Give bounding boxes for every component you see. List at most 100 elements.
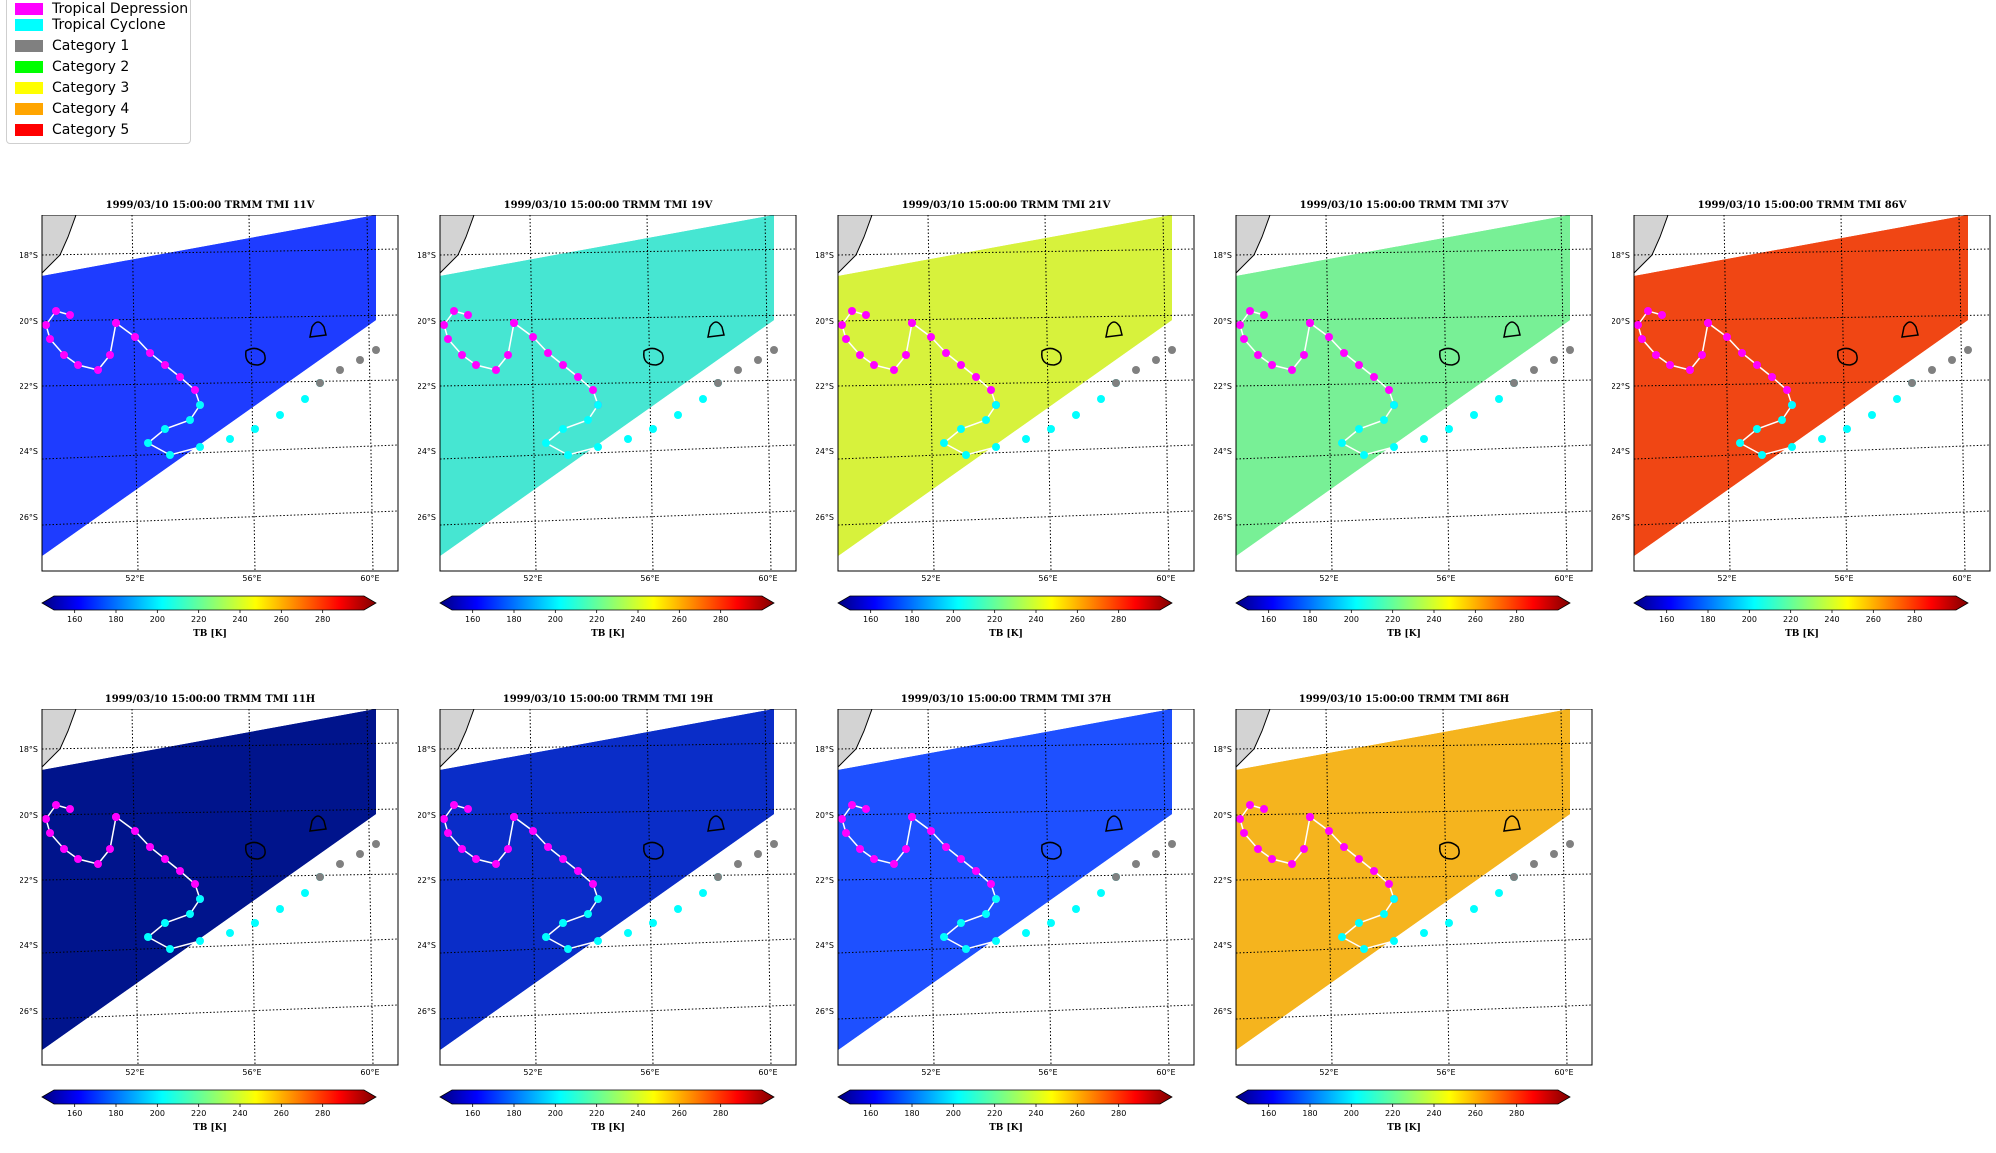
track-point-tropical-depression: [987, 880, 995, 888]
track-point-tropical-cyclone: [1470, 411, 1478, 419]
lat-tick-label: 24°S: [20, 447, 38, 456]
colorbar-tick-label: 180: [108, 1109, 123, 1118]
track-point-tropical-cyclone: [1736, 439, 1744, 447]
panel-tmi-21v: 1999/03/10 15:00:00 TRMM TMI 21V 18°S 20°…: [816, 200, 1196, 640]
lat-tick-label: 24°S: [1214, 941, 1232, 950]
colorbar-tick-label: 200: [150, 615, 165, 624]
colorbar-tick-label: 160: [465, 615, 480, 624]
track-point-category-1: [1510, 379, 1518, 387]
colorbar-tick-label: 180: [108, 615, 123, 624]
track-point-tropical-depression: [458, 351, 466, 359]
track-point-tropical-depression: [52, 307, 60, 315]
legend-label: Category 4: [52, 101, 130, 117]
track-point-category-1: [754, 850, 762, 858]
legend-item-tropical-cyclone: Tropical Cyclone: [15, 16, 166, 34]
track-point-tropical-cyclone: [144, 933, 152, 941]
lat-tick-label: 26°S: [1214, 1007, 1232, 1016]
track-point-tropical-cyclone: [957, 919, 965, 927]
track-point-tropical-cyclone: [1022, 929, 1030, 937]
colorbar-label: TB [K]: [591, 629, 625, 639]
lon-tick-label: 56°E: [1436, 1068, 1455, 1077]
lat-tick-label: 18°S: [20, 745, 38, 754]
track-point-tropical-depression: [862, 805, 870, 813]
track-point-tropical-depression: [1666, 361, 1674, 369]
track-point-tropical-depression: [574, 867, 582, 875]
lat-tick-label: 24°S: [20, 941, 38, 950]
colorbar-tick-label: 240: [1028, 615, 1043, 624]
track-point-tropical-cyclone: [962, 945, 970, 953]
track-point-tropical-depression: [927, 333, 935, 341]
colorbar-tick-label: 280: [1509, 1109, 1524, 1118]
track-point-tropical-cyclone: [564, 451, 572, 459]
lon-tick-label: 52°E: [523, 1068, 542, 1077]
lon-tick-label: 60°E: [360, 574, 379, 583]
colorbar-tick-label: 220: [1385, 615, 1400, 624]
contour-outline: [1503, 815, 1521, 832]
track-point-tropical-depression: [1370, 867, 1378, 875]
track-point-tropical-depression: [1325, 827, 1333, 835]
lat-tick-label: 26°S: [1214, 513, 1232, 522]
track-point-tropical-depression: [1325, 333, 1333, 341]
track-point-category-1: [754, 356, 762, 364]
track-point-tropical-depression: [589, 880, 597, 888]
storm-track-line: [1239, 804, 1571, 950]
track-point-tropical-depression: [1686, 366, 1694, 374]
contour-outline: [707, 321, 725, 338]
colorbar-tick-label: 200: [1344, 1109, 1359, 1118]
colorbar-tick-label: 280: [713, 1109, 728, 1118]
map-plot: 18°S 20°S 22°S 24°S 26°S 52°E 56°E 60°E: [20, 709, 399, 1077]
track-point-tropical-depression: [176, 373, 184, 381]
colorbar-label: TB [K]: [989, 629, 1023, 639]
lat-tick-label: 18°S: [418, 745, 436, 754]
track-point-tropical-cyclone: [584, 910, 592, 918]
track-point-tropical-cyclone: [1047, 425, 1055, 433]
track-point-tropical-cyclone: [594, 937, 602, 945]
track-point-tropical-cyclone: [1022, 435, 1030, 443]
track-point-tropical-depression: [1300, 845, 1308, 853]
track-point-category-1: [1168, 346, 1176, 354]
lon-tick-label: 60°E: [758, 1068, 777, 1077]
track-point-tropical-cyclone: [161, 425, 169, 433]
track-point-tropical-cyclone: [276, 905, 284, 913]
track-point-tropical-depression: [529, 827, 537, 835]
track-point-category-1: [1510, 873, 1518, 881]
track-point-tropical-cyclone: [196, 443, 204, 451]
track-point-category-1: [1132, 860, 1140, 868]
map-frame: [1633, 215, 1991, 572]
track-point-tropical-depression: [957, 361, 965, 369]
track-point-tropical-depression: [74, 855, 82, 863]
colorbar-tick-label: 160: [863, 615, 878, 624]
track-point-tropical-depression: [972, 867, 980, 875]
track-point-tropical-depression: [1260, 311, 1268, 319]
track-point-tropical-cyclone: [226, 435, 234, 443]
tb-swath-fill: [838, 709, 1172, 1050]
colorbar-tick-label: 280: [1509, 615, 1524, 624]
track-point-category-1: [734, 366, 742, 374]
lon-tick-label: 52°E: [523, 574, 542, 583]
lat-tick-label: 18°S: [1214, 745, 1232, 754]
legend-swatch: [15, 124, 43, 136]
lat-tick-label: 20°S: [1214, 317, 1232, 326]
track-point-tropical-depression: [1288, 860, 1296, 868]
track-point-tropical-cyclone: [1788, 443, 1796, 451]
colorbar-tick-label: 260: [1866, 615, 1881, 624]
panel-title: 1999/03/10 15:00:00 TRMM TMI 11V: [105, 200, 315, 211]
contour-outline: [1041, 347, 1062, 366]
colorbar-bar: [837, 1089, 1173, 1105]
legend-swatch: [15, 103, 43, 115]
track-point-tropical-depression: [890, 366, 898, 374]
colorbar-tick-label: 180: [904, 1109, 919, 1118]
lat-tick-label: 24°S: [1214, 447, 1232, 456]
legend-label: Category 2: [52, 59, 130, 75]
lon-tick-label: 52°E: [921, 574, 940, 583]
track-point-category-1: [356, 356, 364, 364]
track-point-tropical-depression: [942, 843, 950, 851]
colorbar-tick-label: 260: [672, 1109, 687, 1118]
track-point-tropical-cyclone: [594, 443, 602, 451]
track-point-tropical-depression: [1236, 815, 1244, 823]
track-point-tropical-depression: [856, 351, 864, 359]
track-point-tropical-depression: [450, 307, 458, 315]
track-point-tropical-cyclone: [1380, 416, 1388, 424]
colorbar-tick-label: 160: [67, 1109, 82, 1118]
legend-swatch: [15, 3, 43, 15]
